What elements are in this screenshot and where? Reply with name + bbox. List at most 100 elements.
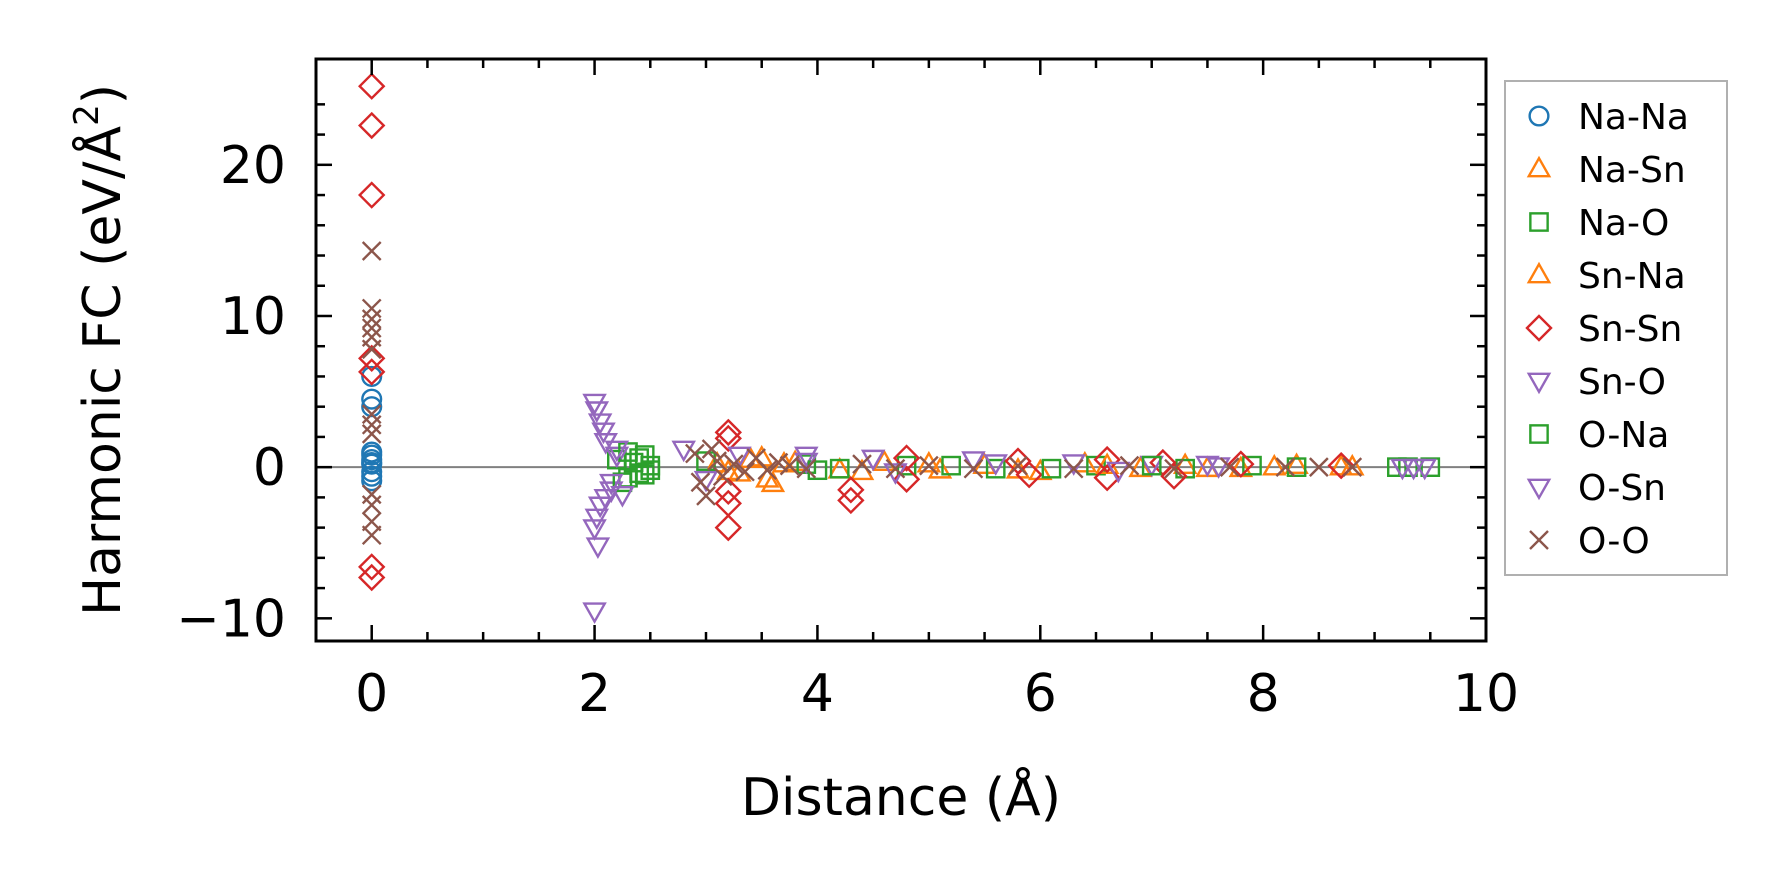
legend-entry-na-sn: Na-Sn — [1526, 150, 1686, 191]
data-point-o-o — [1275, 457, 1296, 478]
legend-marker-o-o — [1529, 530, 1549, 550]
legend-label-o-na: O-Na — [1578, 415, 1669, 456]
y-tick-label: −10 — [176, 589, 286, 649]
data-point-sn-o — [1206, 457, 1231, 479]
data-point-o-o — [1164, 458, 1184, 479]
data-point-sn-sn — [892, 444, 921, 472]
data-point-sn-o — [585, 537, 611, 559]
data-point-o-sn — [1195, 455, 1220, 478]
data-point-o-o — [724, 454, 744, 474]
data-point-o-sn — [727, 446, 752, 469]
data-point-o-sn — [593, 488, 618, 511]
data-point-sn-na — [1340, 453, 1365, 476]
data-point-sn-sn — [358, 111, 386, 140]
data-point-na-na — [361, 444, 383, 466]
y-tick-label: 20 — [220, 136, 286, 196]
data-point-sn-o — [582, 519, 607, 541]
legend-entry-na-o: Na-O — [1529, 203, 1669, 244]
legend-entry-sn-sn: Sn-Sn — [1525, 309, 1682, 350]
data-point-sn-sn — [358, 358, 386, 386]
data-point-o-o — [796, 458, 817, 479]
legend-entry-o-na: O-Na — [1529, 415, 1669, 456]
data-point-o-o — [361, 309, 382, 329]
legend-marker-sn-sn — [1525, 314, 1553, 342]
legend-label-na-o: Na-O — [1578, 203, 1669, 244]
data-point-sn-sn — [358, 553, 386, 581]
legend-label-o-sn: O-Sn — [1578, 468, 1666, 509]
data-point-na-sn — [872, 449, 897, 472]
x-tick-label: 10 — [1453, 664, 1519, 724]
data-point-sn-sn — [1160, 462, 1188, 490]
data-point-na-o — [1387, 457, 1407, 477]
data-point-o-na — [1286, 457, 1307, 477]
data-point-na-o — [829, 458, 850, 479]
data-point-sn-o — [794, 446, 819, 469]
data-point-o-o — [690, 472, 711, 493]
data-point-o-o — [361, 339, 382, 360]
data-point-sn-o — [593, 433, 618, 455]
data-point-o-na — [1041, 458, 1062, 479]
x-tick-label: 6 — [1024, 664, 1057, 724]
legend-marker-na-sn — [1526, 155, 1552, 178]
data-point-na-na — [361, 388, 383, 410]
data-point-o-na — [1141, 455, 1162, 476]
x-tick-label: 8 — [1247, 664, 1280, 724]
data-point-o-o — [963, 458, 984, 479]
series-o-o — [361, 241, 1363, 546]
x-tick-label: 4 — [801, 664, 834, 724]
series-na-na — [361, 365, 383, 492]
legend-marker-sn-o — [1526, 372, 1552, 395]
data-point-sn-sn — [837, 486, 865, 515]
legend-entry-sn-na: Sn-Na — [1526, 256, 1686, 297]
x-axis-title: Distance (Å) — [741, 766, 1061, 828]
data-point-sn-sn — [714, 424, 742, 453]
data-point-sn-o — [582, 602, 607, 625]
data-point-o-o — [685, 443, 705, 464]
data-point-sn-sn — [1327, 451, 1355, 480]
data-point-sn-o — [860, 449, 886, 472]
data-point-sn-sn — [714, 418, 742, 447]
data-point-o-na — [1398, 457, 1418, 477]
data-point-sn-na — [755, 466, 780, 488]
data-point-na-o — [1086, 455, 1106, 476]
data-point-sn-sn — [714, 477, 742, 506]
series-o-na — [612, 442, 1418, 493]
legend-entry-o-sn: O-Sn — [1526, 468, 1666, 509]
legend-marker-sn-na — [1526, 261, 1552, 284]
x-tick-label: 0 — [355, 664, 388, 724]
data-point-sn-na — [1262, 453, 1287, 476]
data-point-sn-sn — [358, 563, 386, 592]
y-tick-label: 10 — [220, 287, 286, 347]
data-point-o-o — [361, 241, 382, 261]
data-point-sn-na — [916, 450, 942, 473]
legend-entry-na-na: Na-Na — [1528, 97, 1689, 138]
x-tick-label: 2 — [578, 664, 611, 724]
data-point-o-o — [757, 460, 778, 481]
data-point-o-o — [361, 318, 382, 338]
legend-marker-o-na — [1529, 424, 1549, 444]
data-point-o-na — [640, 455, 661, 476]
data-point-o-na — [696, 451, 716, 471]
data-point-sn-sn — [358, 181, 386, 209]
data-point-sn-o — [604, 446, 630, 469]
y-axis-title: Harmonic FC (eV/Å2) — [67, 84, 133, 616]
data-point-na-o — [985, 458, 1006, 479]
data-point-sn-sn — [1093, 445, 1121, 474]
data-point-o-sn — [1412, 458, 1437, 481]
data-point-na-sn — [760, 470, 786, 493]
data-point-o-o — [852, 454, 872, 474]
data-point-na-o — [1242, 455, 1262, 476]
data-point-o-o — [1119, 455, 1140, 476]
legend-label-o-o: O-O — [1578, 521, 1650, 562]
data-point-o-o — [779, 455, 800, 476]
data-point-o-sn — [599, 473, 624, 496]
legend-label-sn-o: Sn-O — [1578, 362, 1666, 403]
data-point-o-sn — [983, 454, 1008, 476]
legend-label-sn-sn: Sn-Sn — [1578, 309, 1682, 350]
data-point-na-na — [361, 452, 383, 474]
data-point-o-o — [1342, 457, 1363, 478]
data-point-o-o — [701, 439, 722, 459]
data-point-o-o — [1063, 458, 1084, 479]
